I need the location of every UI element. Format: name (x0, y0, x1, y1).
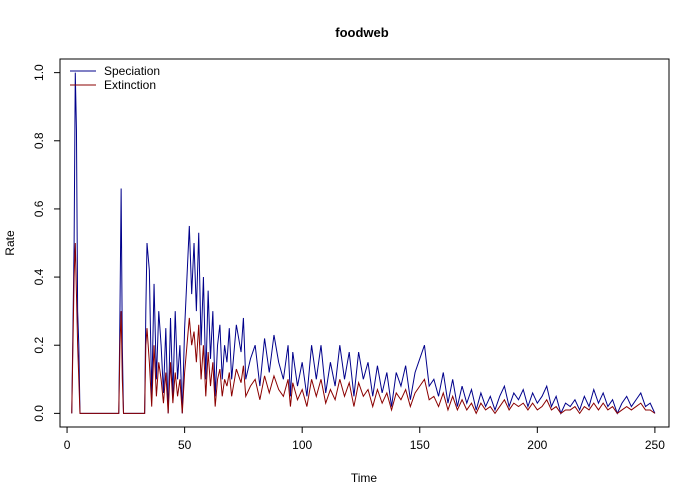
x-axis: 0 50 100 150 200 250 (64, 426, 665, 452)
x-tick-label: 200 (527, 438, 547, 452)
y-tick-label: 0.0 (32, 405, 46, 422)
y-tick-label: 0.8 (32, 132, 46, 149)
y-tick-label: 0.2 (32, 337, 46, 354)
x-tick-label: 150 (410, 438, 430, 452)
x-tick-label: 100 (292, 438, 312, 452)
y-axis-label: Rate (3, 230, 17, 256)
y-tick-label: 1.0 (32, 64, 46, 81)
y-tick-label: 0.4 (32, 268, 46, 285)
series-line-speciation (71, 72, 656, 415)
y-tick-label: 0.6 (32, 200, 46, 217)
chart-title: foodweb (335, 25, 388, 40)
x-axis-label: Time (351, 471, 378, 485)
y-axis: 0.0 0.2 0.4 0.6 0.8 1.0 (32, 64, 61, 422)
legend-label-extinction: Extinction (104, 78, 156, 92)
legend-label-speciation: Speciation (104, 64, 160, 78)
series-line-extinction (71, 242, 656, 415)
x-tick-label: 250 (645, 438, 665, 452)
series-layer (71, 72, 656, 415)
x-tick-label: 0 (64, 438, 71, 452)
x-tick-label: 50 (178, 438, 192, 452)
